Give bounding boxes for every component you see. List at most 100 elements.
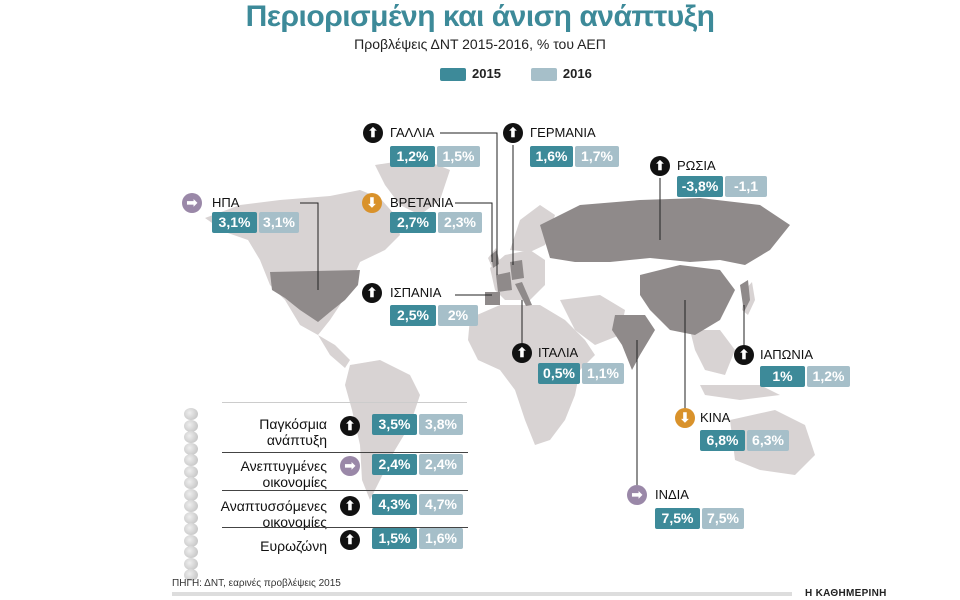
value-2015: 0,5% <box>538 363 580 384</box>
summary-label: Παγκόσμια ανάπτυξη <box>259 416 327 448</box>
value-2016: 1,6% <box>419 528 463 549</box>
value-2015: 1,5% <box>372 528 417 549</box>
value-2016: 3,1% <box>259 212 299 233</box>
legend-swatch-2015 <box>440 68 466 82</box>
value-2016: 2% <box>438 305 478 326</box>
value-2016: 1,1% <box>582 363 624 384</box>
value-2016: 1,5% <box>437 146 480 167</box>
arrow-up-icon: ⬆ <box>362 283 382 303</box>
summary-label: Αναπτυσσόμενες οικονομίες <box>221 498 327 530</box>
value-2016: -1,1 <box>725 176 767 197</box>
value-2015: -3,8% <box>677 176 723 197</box>
scandinavia <box>510 205 555 252</box>
arrow-right-icon: ➡ <box>182 193 202 213</box>
value-2016: 1,2% <box>807 366 850 387</box>
page-title: Περιορισμένη και άνιση ανάπτυξη <box>245 0 715 33</box>
country-name: ΙΝΔΙΑ <box>655 487 689 502</box>
spain-shape <box>485 292 500 305</box>
leader-line-france <box>440 132 498 275</box>
value-2015: 2,5% <box>390 305 436 326</box>
subtitle: Προβλέψεις ΔΝΤ 2015-2016, % του ΑΕΠ <box>354 36 606 52</box>
arrow-right-icon: ➡ <box>340 456 360 476</box>
leader-line-usa <box>300 202 319 290</box>
arrow-up-icon: ⬆ <box>340 416 360 436</box>
arrow-up-icon: ⬆ <box>512 343 532 363</box>
italy-shape <box>515 282 532 306</box>
value-2015: 4,3% <box>372 494 417 515</box>
row-divider <box>222 452 468 453</box>
arrow-down-icon: ⬇ <box>362 193 382 213</box>
binding-ring <box>184 419 198 432</box>
binding-ring <box>184 523 198 535</box>
country-name: ΙΣΠΑΝΙΑ <box>390 285 442 300</box>
middle-east <box>560 295 625 345</box>
leader-line-uk <box>455 202 493 262</box>
summary-label-line: ανάπτυξη <box>266 432 327 448</box>
binding-ring <box>184 431 198 443</box>
value-2016: 6,3% <box>747 430 789 451</box>
binding-ring <box>184 488 198 501</box>
country-name: ΗΠΑ <box>212 195 240 210</box>
summary-label-line: οικονομίες <box>262 514 327 530</box>
summary-label-line: Ανεπτυγμένες <box>240 458 327 474</box>
binding-ring <box>184 546 198 558</box>
binding-ring <box>184 500 198 512</box>
arrow-up-icon: ⬆ <box>650 156 670 176</box>
value-2015: 2,7% <box>390 212 436 233</box>
legend-item-2016: 2016 <box>530 66 592 82</box>
se-asia <box>690 330 735 375</box>
binding-ring <box>184 442 198 455</box>
value-2015: 6,8% <box>700 430 745 451</box>
country-name: ΙΤΑΛΙΑ <box>538 345 579 360</box>
africa <box>468 305 595 445</box>
summary-label: Ανεπτυγμένες οικονομίες <box>241 458 327 490</box>
value-2015: 1% <box>760 366 805 387</box>
highlighted-countries <box>270 198 790 370</box>
arrow-up-icon: ⬆ <box>734 345 754 365</box>
value-2015: 3,5% <box>372 414 417 435</box>
legend-item-2015: 2015 <box>440 66 501 82</box>
binding-ring <box>184 511 198 524</box>
central-america <box>318 335 350 368</box>
value-2016: 1,7% <box>575 146 619 167</box>
legend-swatch-2016 <box>530 68 557 82</box>
value-2016: 2,3% <box>438 212 482 233</box>
summary-label-line: Ευρωζώνη <box>260 538 327 554</box>
china-shape <box>640 265 735 335</box>
arrow-right-icon: ➡ <box>627 485 647 505</box>
binding-ring <box>184 454 198 466</box>
value-2015: 2,4% <box>372 454 417 475</box>
footer-rule <box>172 592 792 596</box>
summary-label-line: Παγκόσμια <box>259 416 327 432</box>
japan-shape <box>740 280 750 312</box>
indonesia <box>700 385 780 400</box>
value-2015: 7,5% <box>655 508 700 529</box>
arrow-down-icon: ⬇ <box>675 408 695 428</box>
value-2015: 3,1% <box>212 212 257 233</box>
value-2016: 4,7% <box>419 494 463 515</box>
leader-lines <box>300 132 745 487</box>
country-name: ΡΩΣΙΑ <box>677 158 716 173</box>
country-name: ΓΕΡΜΑΝΙΑ <box>530 125 596 140</box>
value-2015: 1,2% <box>390 146 435 167</box>
binding-ring <box>184 569 198 581</box>
usa-shape <box>270 270 360 322</box>
country-name: ΒΡΕΤΑΝΙΑ <box>390 195 454 210</box>
legend: 2015 2016 <box>440 66 592 82</box>
value-2016: 7,5% <box>702 508 744 529</box>
row-divider <box>222 402 467 403</box>
binding-ring <box>184 477 198 489</box>
value-2016: 2,4% <box>419 454 463 475</box>
arrow-up-icon: ⬆ <box>340 530 360 550</box>
value-2015: 1,6% <box>530 146 573 167</box>
binding-ring <box>184 534 198 547</box>
greenland <box>375 158 450 215</box>
source-note: ΠΗΓΗ: ΔΝΤ, εαρινές προβλέψεις 2015 <box>172 578 341 589</box>
india-shape <box>612 315 655 370</box>
country-name: ΓΑΛΛΙΑ <box>390 125 435 140</box>
arrow-up-icon: ⬆ <box>340 496 360 516</box>
binding-ring <box>184 465 198 478</box>
brand-logo: Η ΚΑΘΗΜΕΡΙΝΗ <box>805 588 887 599</box>
arrow-up-icon: ⬆ <box>503 123 523 143</box>
